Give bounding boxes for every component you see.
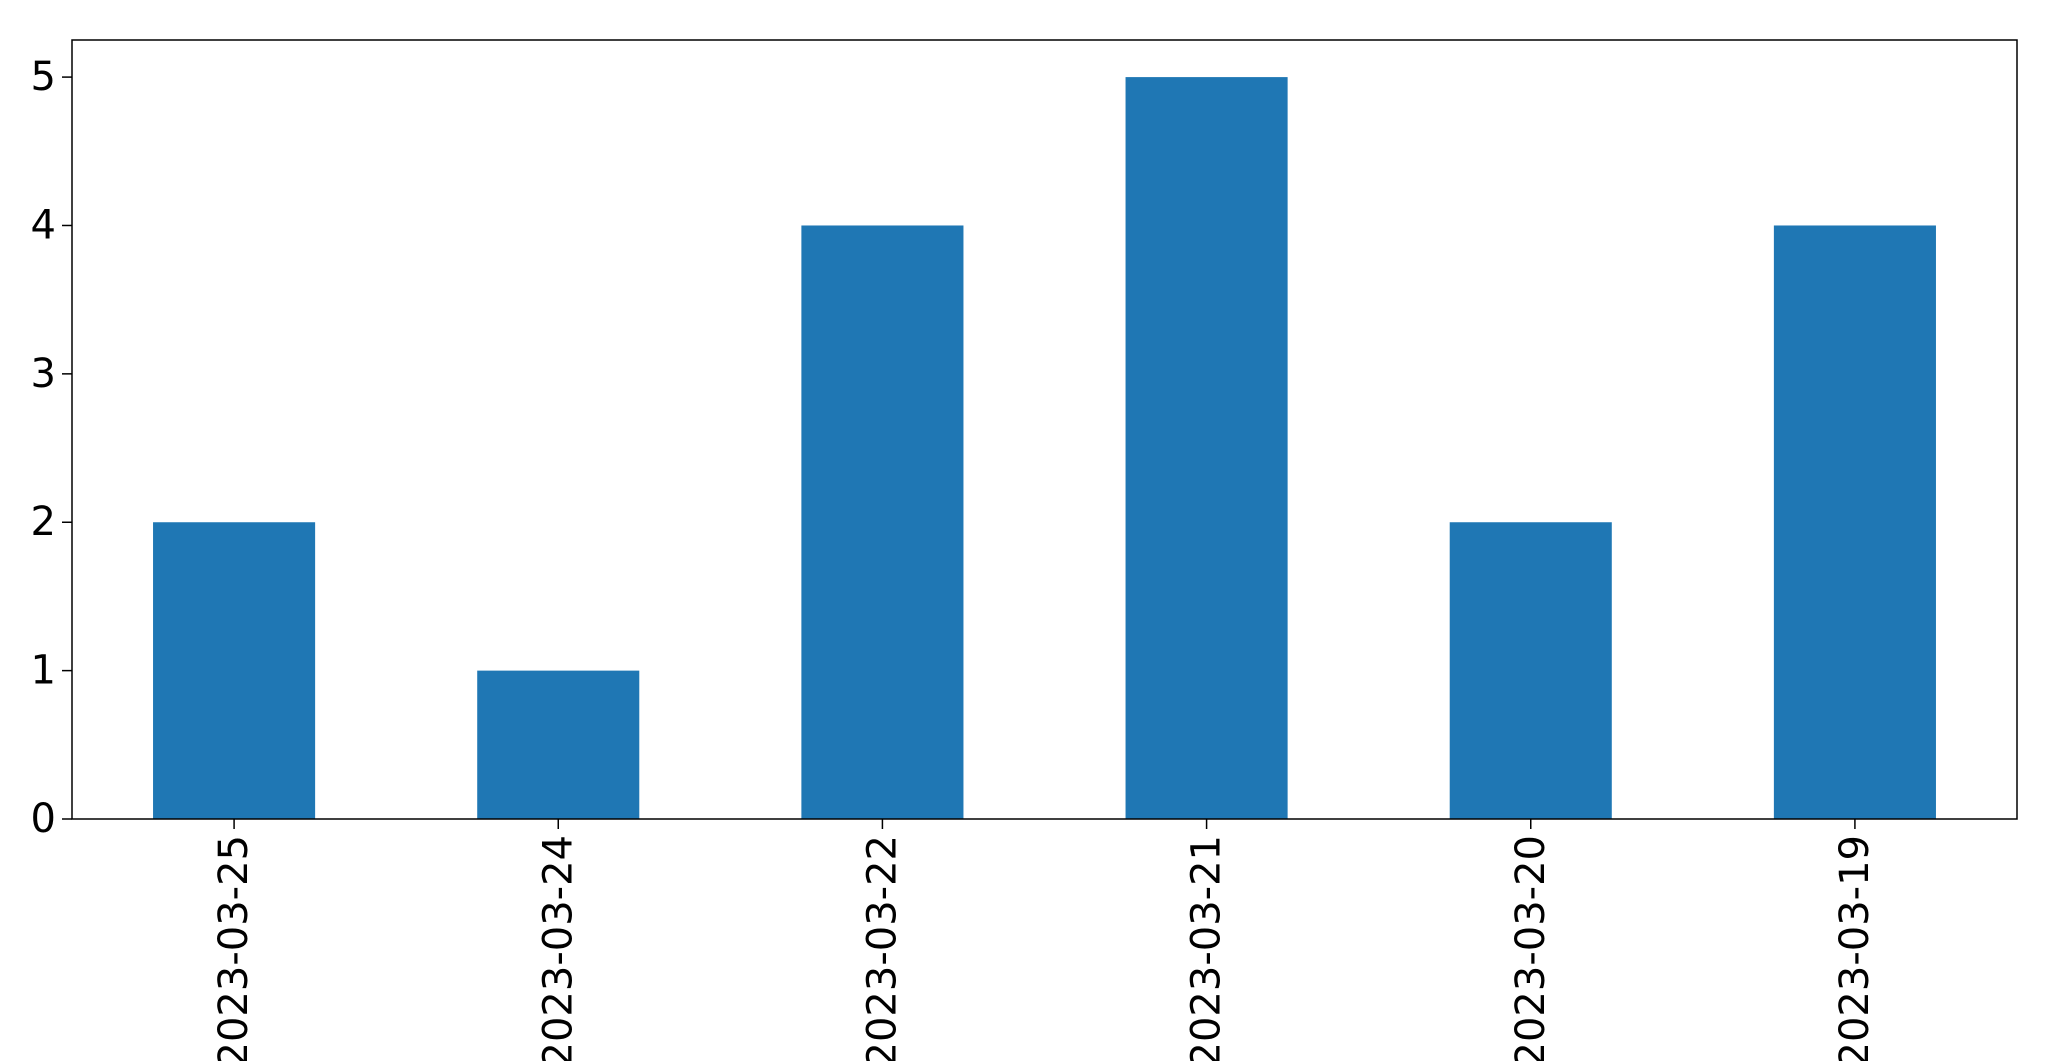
bar-2023-03-22 [801, 225, 964, 820]
bar-2023-03-21 [1125, 77, 1288, 820]
y-axis: 0 1 2 3 4 5 [31, 54, 72, 842]
x-tick-label: 2023-03-21 [1184, 835, 1230, 1061]
y-tick-label: 5 [31, 54, 56, 100]
y-tick-label: 4 [31, 202, 56, 248]
bar-2023-03-25 [153, 522, 316, 819]
bar-2023-03-24 [477, 670, 640, 819]
bar-2023-03-19 [1773, 225, 1936, 820]
x-tick-label: 2023-03-25 [211, 835, 257, 1061]
x-tick-label: 2023-03-22 [859, 835, 905, 1061]
bar-2023-03-20 [1449, 522, 1612, 819]
x-axis: 2023-03-25 2023-03-24 2023-03-22 2023-03-21… [211, 819, 1878, 1061]
bars-group [153, 77, 1936, 820]
y-tick-label: 1 [31, 648, 56, 694]
plot-frame [71, 39, 2018, 820]
x-tick-label: 2023-03-24 [535, 835, 581, 1061]
y-tick-label: 2 [31, 499, 56, 545]
y-tick-label: 0 [31, 796, 56, 842]
x-tick-label: 2023-03-20 [1508, 835, 1554, 1061]
x-tick-label: 2023-03-19 [1832, 835, 1878, 1061]
y-tick-label: 3 [31, 351, 56, 397]
